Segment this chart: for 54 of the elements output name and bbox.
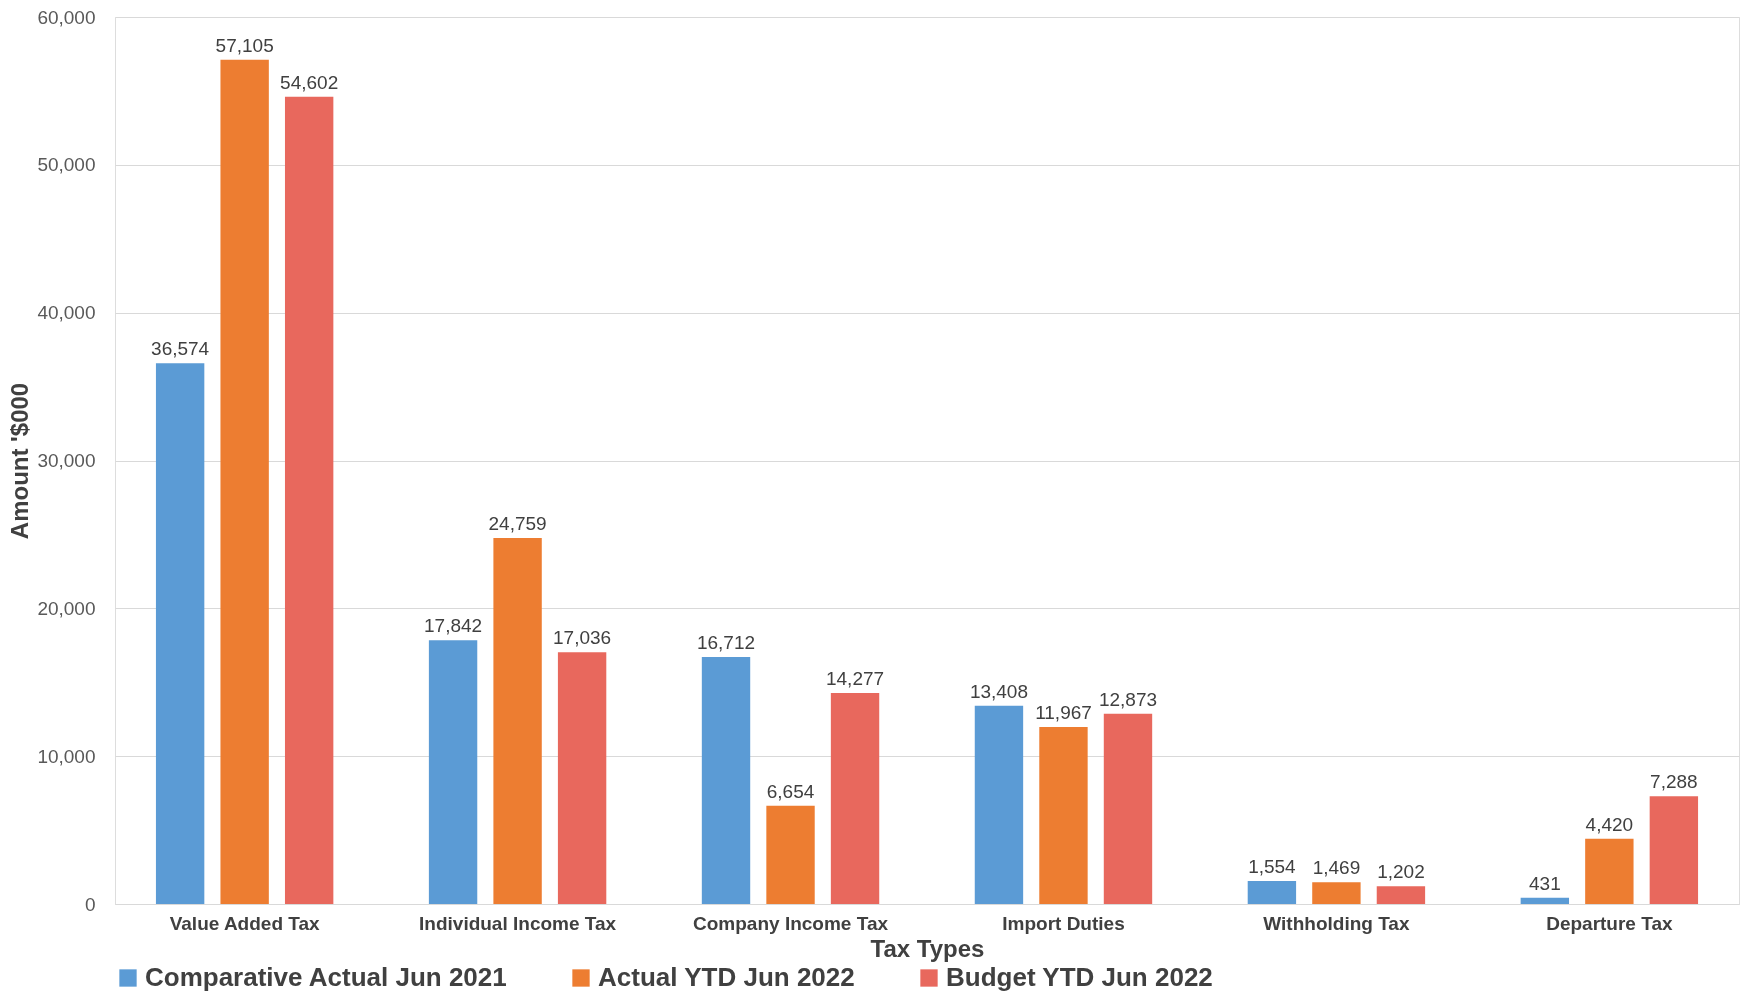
y-tick-label: 0 (84, 893, 96, 915)
data-label: 16,712 (696, 631, 756, 653)
data-label: 1,202 (1377, 861, 1425, 883)
bar (1039, 727, 1088, 904)
x-tick-label: Value Added Tax (169, 912, 321, 934)
y-axis-title: Amount '$000 (6, 382, 34, 540)
y-tick-label: 30,000 (37, 450, 96, 471)
bar (284, 96, 334, 904)
data-label: 12,873 (1098, 688, 1158, 710)
data-label: 36,574 (151, 338, 210, 360)
bar (974, 705, 1024, 904)
data-label: 1,469 (1312, 857, 1361, 879)
bar (1247, 881, 1297, 904)
bar (493, 537, 542, 904)
data-label: 17,842 (424, 615, 483, 637)
bar (1103, 713, 1153, 904)
x-tick-label: Company Income Tax (693, 912, 889, 934)
data-label: 13,408 (969, 680, 1029, 702)
data-label: 17,036 (553, 627, 612, 649)
bar (428, 640, 478, 904)
data-label: 57,105 (215, 34, 274, 56)
data-label: 1,554 (1248, 856, 1297, 878)
data-label: 431 (1528, 872, 1561, 894)
data-label: 7,288 (1650, 771, 1698, 793)
bar (1312, 882, 1361, 904)
x-tick-label: Departure Tax (1546, 912, 1673, 934)
bar (830, 692, 880, 904)
data-label: 14,277 (825, 667, 885, 689)
data-label: 24,759 (488, 512, 547, 534)
bar (766, 805, 815, 904)
bar (220, 59, 269, 904)
bar (557, 652, 607, 904)
legend-label: Actual YTD Jun 2022 (598, 962, 855, 992)
bar (155, 363, 205, 904)
bar (1376, 886, 1426, 904)
bar (1585, 838, 1634, 904)
legend-label: Budget YTD Jun 2022 (946, 962, 1213, 992)
y-tick-label: 50,000 (37, 154, 96, 176)
y-tick-label: 10,000 (37, 745, 96, 767)
x-tick-label: Withholding Tax (1263, 912, 1410, 934)
x-tick-label: Individual Income Tax (419, 912, 617, 934)
data-label: 6,654 (766, 780, 815, 802)
x-tick-label: Import Duties (1002, 912, 1125, 934)
y-tick-label: 60,000 (37, 6, 96, 28)
data-label: 11,967 (1035, 702, 1092, 724)
legend-label: Comparative Actual Jun 2021 (145, 962, 507, 992)
bar (1649, 796, 1699, 904)
bar (1520, 897, 1570, 904)
y-tick-label: 20,000 (37, 597, 96, 619)
x-axis-title: Tax Types (870, 934, 985, 962)
data-label: 4,420 (1585, 813, 1634, 835)
data-label: 54,602 (280, 71, 339, 93)
y-tick-label: 40,000 (37, 302, 96, 324)
bar (701, 656, 751, 904)
